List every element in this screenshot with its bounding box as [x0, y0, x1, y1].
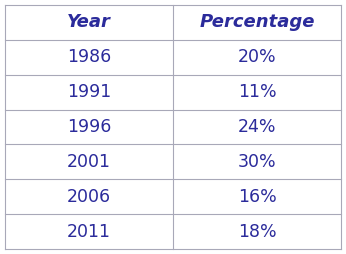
Text: Percentage: Percentage — [199, 13, 315, 31]
Text: 18%: 18% — [238, 223, 276, 241]
Text: 11%: 11% — [238, 83, 276, 101]
Text: 16%: 16% — [238, 188, 276, 206]
Text: 1991: 1991 — [67, 83, 111, 101]
Text: 24%: 24% — [238, 118, 276, 136]
Text: 2011: 2011 — [67, 223, 111, 241]
Text: 2006: 2006 — [67, 188, 111, 206]
Text: 1996: 1996 — [67, 118, 111, 136]
Text: 2001: 2001 — [67, 153, 111, 171]
Text: Year: Year — [67, 13, 111, 31]
Text: 30%: 30% — [238, 153, 276, 171]
Text: 20%: 20% — [238, 48, 276, 66]
Text: 1986: 1986 — [67, 48, 111, 66]
